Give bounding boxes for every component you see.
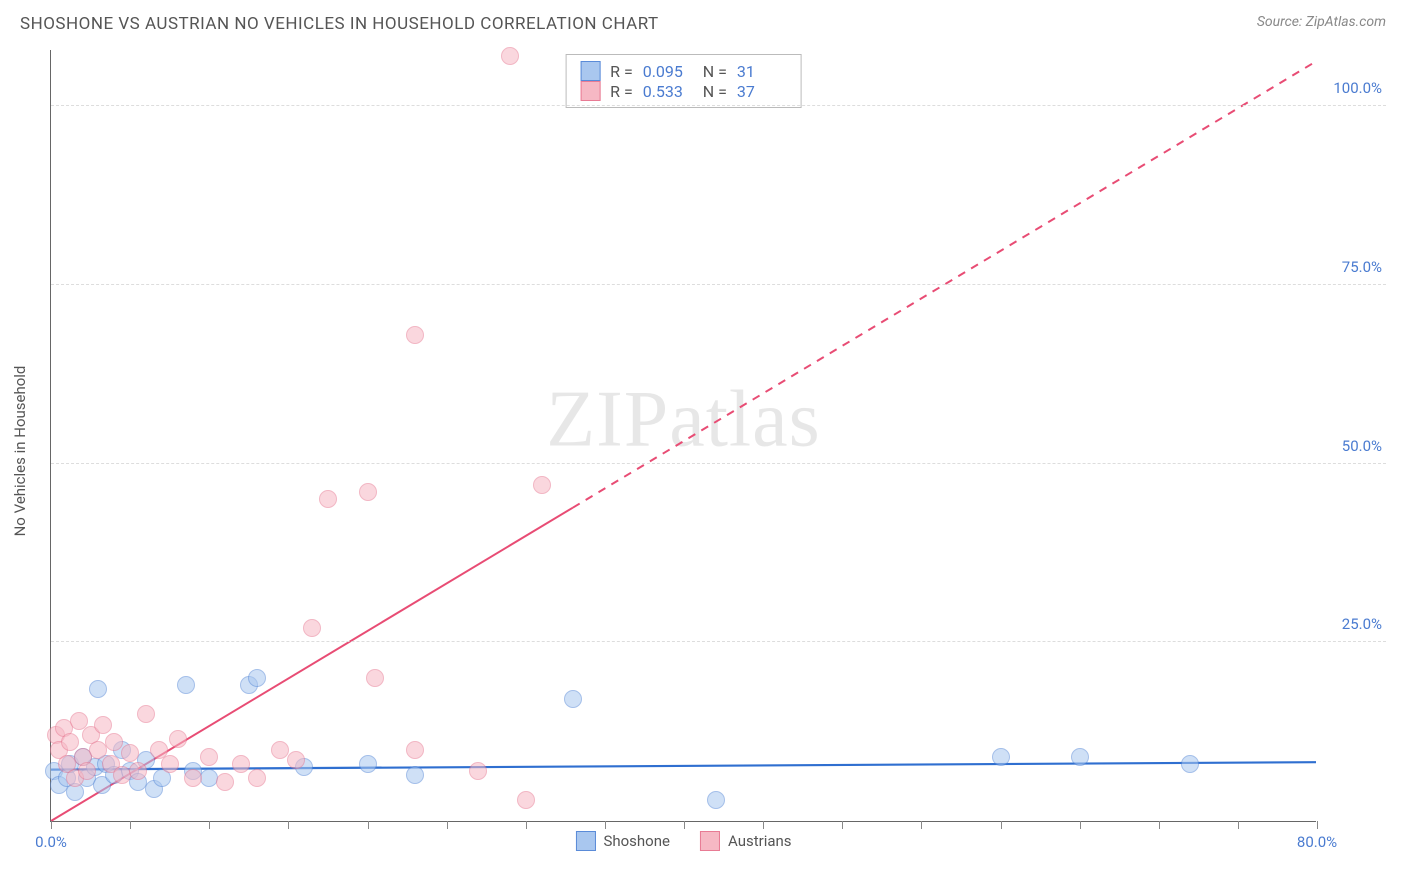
data-point [303,619,321,637]
source-attribution: Source: ZipAtlas.com [1257,14,1386,30]
y-axis-label: No Vehicles in Household [11,366,29,537]
data-point [137,705,155,723]
x-tick [51,821,52,829]
data-point [232,755,250,773]
data-point [121,744,139,762]
x-tick [209,821,210,829]
data-point [184,769,202,787]
data-point [366,669,384,687]
y-tick-label: 25.0% [1320,615,1386,633]
x-tick [1159,821,1160,829]
x-tick [1238,821,1239,829]
data-point [94,716,112,734]
data-point [287,751,305,769]
x-tick [605,821,606,829]
data-point [359,755,377,773]
data-point [177,676,195,694]
x-tick [368,821,369,829]
series-legend-item: Austrians [700,831,792,851]
data-point [707,791,725,809]
chart-title: SHOSHONE VS AUSTRIAN NO VEHICLES IN HOUS… [20,14,659,34]
data-point [517,791,535,809]
data-point [359,483,377,501]
series-name: Austrians [728,832,792,850]
data-point [1071,748,1089,766]
data-point [105,733,123,751]
data-point [564,690,582,708]
data-point [248,669,266,687]
x-tick [684,821,685,829]
x-tick [921,821,922,829]
data-point [271,741,289,759]
x-tick [1001,821,1002,829]
data-point [89,680,107,698]
trend-lines [51,50,1316,821]
x-tick [763,821,764,829]
data-point [469,762,487,780]
stat-n-label: N = [703,82,727,101]
gridline [51,105,1386,106]
data-point [129,762,147,780]
series-legend: Shoshone Austrians [575,831,791,851]
series-name: Shoshone [603,832,670,850]
stat-r-value: 0.095 [643,62,693,81]
legend-row: R = 0.533 N = 37 [580,81,787,101]
y-tick-label: 50.0% [1320,437,1386,455]
data-point [406,766,424,784]
data-point [501,47,519,65]
data-point [78,762,96,780]
chart-area: No Vehicles in Household ZIPatlas R = 0.… [50,50,1386,852]
series-legend-item: Shoshone [575,831,670,851]
plot-region: ZIPatlas R = 0.095N = 31R = 0.533N = 37 … [50,50,1316,822]
stat-n-label: N = [703,62,727,81]
x-tick [1080,821,1081,829]
x-tick-label: 80.0% [1297,833,1337,851]
stat-r-label: R = [610,62,633,81]
data-point [248,769,266,787]
x-tick-label: 0.0% [35,833,67,851]
legend-row: R = 0.095 N = 31 [580,61,787,81]
x-tick [526,821,527,829]
data-point [406,741,424,759]
x-tick [288,821,289,829]
gridline [51,641,1386,642]
legend-swatch [580,81,600,101]
data-point [406,326,424,344]
legend-swatch [575,831,595,851]
stat-r-value: 0.533 [643,82,693,101]
legend-swatch [580,61,600,81]
y-tick-label: 75.0% [1320,258,1386,276]
data-point [319,490,337,508]
data-point [169,730,187,748]
data-point [533,476,551,494]
y-tick-label: 100.0% [1320,79,1386,97]
x-tick [447,821,448,829]
data-point [200,748,218,766]
gridline [51,463,1386,464]
data-point [216,773,234,791]
gridline [51,284,1386,285]
data-point [992,748,1010,766]
stat-n-value: 37 [737,82,787,101]
data-point [1181,755,1199,773]
data-point [161,755,179,773]
stat-n-value: 31 [737,62,787,81]
legend-swatch [700,831,720,851]
stat-r-label: R = [610,82,633,101]
x-tick [842,821,843,829]
x-tick [130,821,131,829]
correlation-legend: R = 0.095 N = 31 R = 0.533 N = 37 [565,54,802,108]
x-tick [1317,821,1318,829]
